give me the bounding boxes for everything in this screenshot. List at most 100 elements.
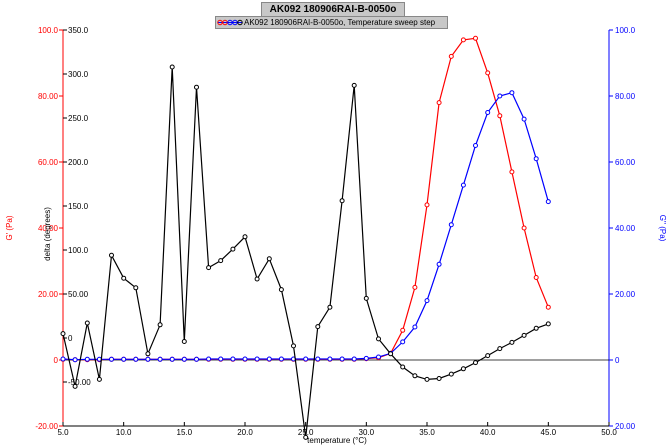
g-double-prime-point xyxy=(448,222,454,228)
g-prime-point xyxy=(497,113,503,119)
delta-point xyxy=(218,258,224,264)
g-double-prime-point xyxy=(72,357,78,363)
y-left-tick-label: 0 xyxy=(54,356,59,365)
g-double-prime-line xyxy=(62,91,549,361)
delta-point xyxy=(169,64,175,70)
delta-point xyxy=(194,84,199,90)
delta-point xyxy=(157,322,163,328)
g-double-prime-point xyxy=(230,356,236,362)
y-inner-tick-label: 300.0 xyxy=(68,70,89,79)
y-left-tick-label: 60.00 xyxy=(38,158,59,167)
g-prime-point xyxy=(545,304,551,310)
y-inner-tick-label: 100.0 xyxy=(68,246,89,255)
g-double-prime-point xyxy=(278,356,284,362)
delta-point xyxy=(436,376,442,381)
g-double-prime-point xyxy=(303,356,309,362)
g-double-prime-point xyxy=(181,356,187,362)
g-double-prime-point xyxy=(145,356,151,362)
delta-point xyxy=(206,265,212,271)
y-right-tick-label: 20.00 xyxy=(615,290,636,299)
axes: 5.0 10.0 15.0 20.0 25.0 30.0 35.0 40.0 45.0 50.0-… xyxy=(35,26,635,437)
delta-point xyxy=(133,285,139,291)
g-prime-point xyxy=(448,53,454,59)
g-double-prime-point xyxy=(533,156,539,162)
delta-line xyxy=(62,66,549,438)
series-layer xyxy=(60,35,551,440)
g-double-prime-point xyxy=(121,356,127,362)
delta-point xyxy=(351,82,357,88)
g-double-prime-point xyxy=(376,354,381,360)
legend-text: AK092 180906RAI-B-0050o, Temperature swe… xyxy=(244,18,436,27)
g-double-prime-point xyxy=(194,356,199,362)
g-double-prime-point xyxy=(60,356,66,362)
y-inner-tick-label: 50.00 xyxy=(68,290,89,299)
g-prime-point xyxy=(400,327,406,333)
delta-point xyxy=(388,351,394,357)
x-tick-label: 20.0 xyxy=(237,428,253,437)
y-inner-tick-label: 350.0 xyxy=(68,26,89,35)
g-double-prime-point xyxy=(521,116,527,122)
g-double-prime-point xyxy=(157,356,163,362)
y-right-tick-label: 80.00 xyxy=(615,92,636,101)
g-prime-point xyxy=(485,70,491,76)
g-prime-point xyxy=(509,169,515,175)
delta-point xyxy=(400,364,406,370)
g-double-prime-point xyxy=(169,356,175,362)
delta-point xyxy=(424,376,430,382)
g-double-prime-point xyxy=(497,93,503,99)
g-prime-point xyxy=(424,202,430,208)
delta-point xyxy=(412,373,418,379)
delta-point xyxy=(266,256,272,262)
g-double-prime-point xyxy=(436,261,442,267)
y-right-tick-label: 20.00 xyxy=(615,422,636,431)
chart-title: AK092 180906RAI-B-0050o xyxy=(261,2,405,17)
delta-point xyxy=(448,371,454,377)
g-double-prime-point xyxy=(109,356,114,362)
y-inner-tick-label: 200.0 xyxy=(68,158,89,167)
delta-point xyxy=(460,366,466,372)
g-double-prime-point xyxy=(363,355,369,361)
y-left-tick-label: 20.00 xyxy=(38,290,59,299)
g-double-prime-point xyxy=(254,356,260,362)
g-double-prime-point xyxy=(84,356,90,362)
x-axis-title: temperature (°C) xyxy=(307,436,367,445)
g-double-prime-point xyxy=(485,110,491,115)
delta-point xyxy=(96,376,102,382)
x-tick-label: 45.0 xyxy=(541,428,557,437)
g-double-prime-point xyxy=(327,356,333,362)
g-prime-point xyxy=(473,35,478,41)
y-right-axis-title: G'' (Pa) xyxy=(658,215,667,242)
g-double-prime-point xyxy=(266,356,272,362)
y-left-axis-title: G' (Pa) xyxy=(5,215,14,240)
g-double-prime-point xyxy=(424,298,430,304)
y-right-tick-label: 60.00 xyxy=(615,158,636,167)
y-left-tick-label: 40.00 xyxy=(38,224,59,233)
delta-point xyxy=(84,320,90,326)
delta-point xyxy=(230,246,236,252)
legend: AK092 180906RAI-B-0050o, Temperature swe… xyxy=(215,16,448,29)
g-double-prime-point xyxy=(509,90,515,96)
g-double-prime-point xyxy=(206,356,212,362)
g-prime-point xyxy=(460,37,466,43)
x-tick-label: 10.0 xyxy=(116,428,132,437)
g-prime-point xyxy=(412,284,418,290)
delta-point xyxy=(242,234,248,240)
delta-point xyxy=(376,336,381,342)
delta-point xyxy=(315,324,321,330)
delta-point xyxy=(145,351,151,357)
legend-swatch xyxy=(217,19,243,26)
y-inner-tick-label: -50.00 xyxy=(68,378,91,387)
y-inner-axis-title: delta (degrees) xyxy=(43,207,52,261)
x-tick-label: 5.0 xyxy=(57,428,69,437)
g-double-prime-point xyxy=(473,143,478,148)
delta-point xyxy=(533,325,539,331)
delta-point xyxy=(497,346,503,352)
g-double-prime-point xyxy=(545,199,551,205)
g-prime-point xyxy=(533,275,539,280)
x-tick-label: 35.0 xyxy=(419,428,435,437)
y-inner-tick-label: 0 xyxy=(68,334,73,343)
g-prime-line xyxy=(62,37,549,361)
y-left-tick-label: 100.0 xyxy=(38,26,59,35)
delta-point xyxy=(339,198,345,204)
